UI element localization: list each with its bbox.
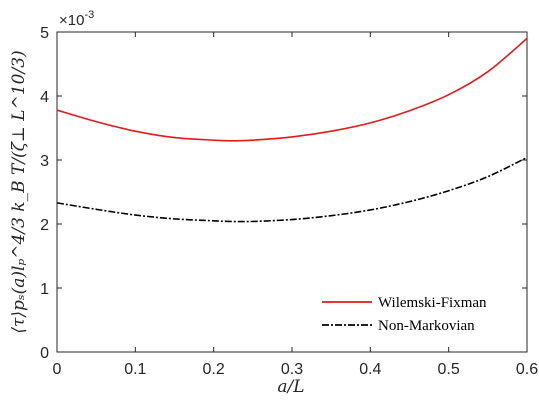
series-line-wilemski-fixman — [56, 37, 528, 142]
x-tick-label: 0 — [53, 361, 62, 378]
legend-label: Wilemski-Fixman — [378, 295, 487, 311]
x-tick-label: 0.1 — [124, 361, 146, 378]
y-multiplier: ×10-3 — [59, 9, 94, 29]
x-tick-label: 0.6 — [516, 361, 538, 378]
x-tick-label: 0.2 — [203, 361, 225, 378]
y-tick-label: 0 — [40, 345, 49, 362]
x-axis-ticks: 0 0.1 0.2 0.3 0.4 0.5 0.6 — [53, 32, 538, 378]
legend: Wilemski-Fixman Non-Markovian — [315, 288, 515, 342]
x-axis-title: a/L — [277, 377, 304, 397]
x-tick-label: 0.5 — [438, 361, 460, 378]
y-tick-label: 5 — [40, 25, 49, 42]
y-axis-ticks: 0 1 2 3 4 5 — [40, 25, 527, 362]
legend-box — [315, 288, 515, 342]
y-tick-label: 2 — [40, 217, 49, 234]
legend-label: Non-Markovian — [378, 318, 475, 334]
y-tick-label: 3 — [40, 153, 49, 170]
x-tick-label: 0.3 — [281, 361, 303, 378]
y-tick-label: 4 — [40, 89, 49, 106]
series-lines — [56, 37, 528, 223]
series-line-non-markovian — [56, 156, 528, 223]
x-tick-label: 0.4 — [359, 361, 381, 378]
y-axis-title: ⟨τ⟩pₛ(a)lₚ^4/3 k_B T/(ζ⊥ L^10/3) — [9, 50, 29, 333]
y-tick-label: 1 — [40, 281, 49, 298]
